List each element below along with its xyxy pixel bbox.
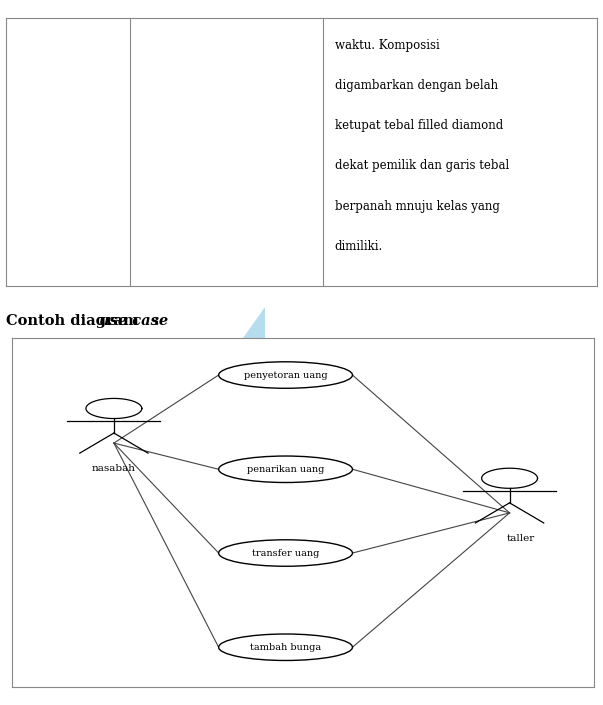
Polygon shape — [238, 307, 265, 345]
Text: digambarkan dengan belah: digambarkan dengan belah — [335, 79, 498, 92]
Text: dekat pemilik dan garis tebal: dekat pemilik dan garis tebal — [335, 159, 509, 172]
Text: use case: use case — [99, 314, 169, 328]
Text: transfer uang: transfer uang — [252, 548, 319, 558]
Text: waktu. Komposisi: waktu. Komposisi — [335, 39, 440, 51]
Text: Contoh diagram: Contoh diagram — [6, 314, 144, 328]
Text: nasabah: nasabah — [92, 465, 136, 473]
Text: tambah bunga: tambah bunga — [250, 643, 321, 651]
Text: ketupat tebal filled diamond: ketupat tebal filled diamond — [335, 119, 503, 132]
Text: :: : — [149, 314, 160, 328]
Text: dimiliki.: dimiliki. — [335, 240, 383, 252]
Text: penarikan uang: penarikan uang — [247, 465, 324, 474]
Text: taller: taller — [507, 534, 535, 543]
Text: berpanah mnuju kelas yang: berpanah mnuju kelas yang — [335, 200, 499, 212]
Text: penyetoran uang: penyetoran uang — [244, 371, 327, 379]
